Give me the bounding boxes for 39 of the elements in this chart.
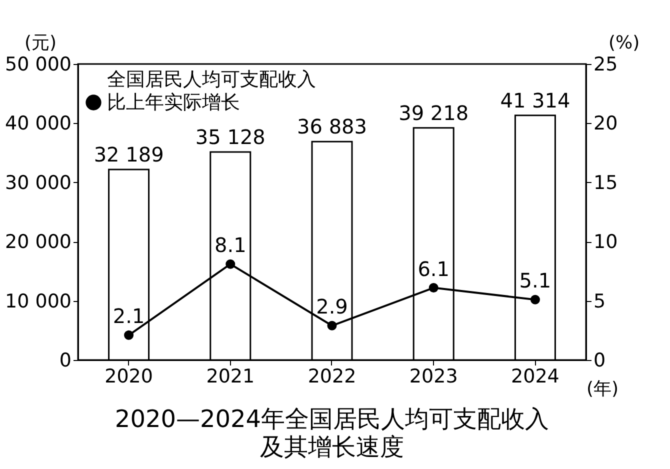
y2-tick-label: 5: [594, 290, 606, 312]
x-tick-label: 2022: [308, 366, 356, 388]
x-tick-label: 2020: [104, 366, 153, 388]
y-tick-label: 0: [59, 350, 72, 372]
x-tick-label: 2024: [511, 366, 560, 388]
y2-tick-label: 20: [594, 112, 618, 135]
data-label: 2.1: [112, 304, 145, 328]
data-label: 5.1: [519, 268, 552, 293]
x-axis-title: (年): [586, 378, 618, 400]
text: 全国居民人均可支配收入: [107, 68, 316, 90]
legend-label: 比上年实际增长: [107, 92, 240, 114]
text: 2020—2024年全国居民人均可支配收入: [114, 405, 550, 433]
y2-axis-title: (%): [608, 32, 640, 54]
data-label: 41 314: [500, 88, 570, 112]
y2-tick-label: 25: [594, 54, 618, 76]
text: 及其增长速度: [260, 433, 404, 461]
y2-tick-label: 15: [594, 172, 618, 194]
data-label: 39 218: [398, 100, 469, 125]
y-tick-label: 20 000: [5, 231, 72, 254]
x-tick-label: 2021: [206, 366, 255, 388]
y-tick-label: 10 000: [5, 290, 72, 312]
data-label: 6.1: [418, 256, 450, 281]
y-tick-label: 50 000: [5, 54, 72, 76]
data-label: 36 883: [297, 114, 367, 139]
point: [327, 320, 337, 330]
data-label: 32 189: [94, 142, 164, 166]
y2-tick-label: 10: [594, 231, 618, 254]
y2-tick-label: 0: [594, 350, 606, 372]
y-tick-label: 40 000: [5, 112, 72, 135]
point: [226, 259, 236, 269]
data-label: 2.9: [316, 294, 348, 319]
data-label: 8.1: [214, 233, 246, 258]
y-axis-title: (元): [24, 32, 56, 54]
x-tick-label: 2023: [409, 366, 458, 388]
point: [124, 330, 134, 340]
data-label: 35 128: [195, 125, 266, 150]
point: [530, 294, 540, 304]
y-tick-label: 30 000: [5, 172, 72, 194]
point: [428, 283, 438, 293]
